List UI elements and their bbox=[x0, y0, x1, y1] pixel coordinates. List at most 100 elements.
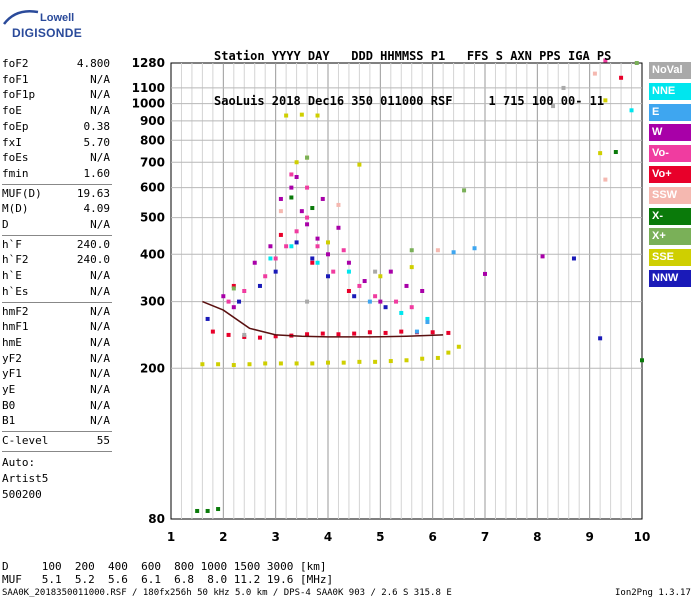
data-point-vominus bbox=[242, 289, 247, 293]
data-point-vominus bbox=[331, 269, 336, 274]
param-row: yF1 N/A bbox=[2, 367, 110, 382]
y-tick-label: 200 bbox=[140, 361, 165, 375]
data-point-sse bbox=[200, 362, 205, 367]
data-point-voplus bbox=[210, 329, 215, 334]
data-point-voplus bbox=[305, 332, 310, 337]
x-tick-label: 10 bbox=[634, 530, 651, 544]
data-point-vominus bbox=[284, 244, 289, 249]
param-name: yF2 bbox=[2, 351, 22, 365]
param-name: yF1 bbox=[2, 367, 22, 381]
y-tick-label: 400 bbox=[140, 247, 165, 261]
y-tick-label: 800 bbox=[140, 133, 165, 147]
param-name: foF1 bbox=[2, 72, 29, 86]
y-tick-label: 1100 bbox=[132, 81, 165, 95]
y-tick-label: 300 bbox=[140, 295, 165, 309]
legend-item-e: E bbox=[649, 103, 691, 121]
legend-item-nnw: NNW bbox=[649, 270, 691, 287]
data-point-nne bbox=[629, 108, 634, 113]
data-point-vominus bbox=[603, 58, 608, 63]
param-value: 55 bbox=[96, 434, 110, 448]
data-point-sse bbox=[247, 362, 252, 367]
data-point-nnw bbox=[571, 256, 576, 261]
data-point-xminus bbox=[289, 195, 294, 200]
data-point-xplus bbox=[305, 155, 310, 160]
data-point-nnw bbox=[383, 305, 388, 310]
param-name: MUF(D) bbox=[2, 186, 42, 200]
param-value: N/A bbox=[90, 284, 110, 298]
param-row: C-level 55 bbox=[2, 434, 110, 449]
data-point-voplus bbox=[367, 330, 372, 335]
data-point-xplus bbox=[462, 188, 467, 193]
param-row: hmE N/A bbox=[2, 336, 110, 351]
header-field-names: Station YYYY DAY DDD HHMMSS P1 FFS S AXN… bbox=[214, 49, 612, 63]
data-point-sse bbox=[598, 151, 603, 156]
x-tick-label: 5 bbox=[376, 530, 384, 544]
logo-product: DIGISONDE bbox=[12, 26, 83, 40]
data-point-xminus bbox=[613, 150, 618, 155]
param-name: hmE bbox=[2, 335, 22, 349]
data-point-nne bbox=[425, 316, 430, 321]
data-point-e bbox=[414, 329, 419, 334]
param-value: N/A bbox=[90, 72, 110, 86]
data-point-voplus bbox=[310, 260, 315, 265]
param-value: 19.63 bbox=[76, 186, 110, 200]
data-point-sse bbox=[446, 350, 451, 355]
data-point-ssw bbox=[435, 248, 440, 253]
autoscaling-label: Auto: bbox=[2, 455, 36, 469]
separator bbox=[2, 301, 112, 303]
data-point-sse bbox=[420, 356, 425, 361]
data-point-sse bbox=[435, 355, 440, 360]
separator bbox=[2, 234, 112, 236]
data-point-nnw bbox=[273, 269, 278, 274]
y-tick-label: 1280 bbox=[132, 56, 165, 70]
param-row: D N/A bbox=[2, 218, 110, 233]
data-point-nnw bbox=[598, 336, 603, 341]
param-value: 0.38 bbox=[83, 119, 111, 133]
param-name: B0 bbox=[2, 398, 16, 412]
data-point-noval bbox=[561, 85, 566, 90]
data-point-xminus bbox=[310, 206, 315, 211]
data-point-vominus bbox=[357, 283, 362, 288]
y-tick-label: 80 bbox=[148, 512, 165, 526]
data-point-e bbox=[425, 320, 430, 325]
data-point-sse bbox=[294, 160, 299, 165]
param-name: B1 bbox=[2, 414, 16, 428]
data-point-nne bbox=[315, 260, 320, 265]
param-value: 240.0 bbox=[76, 253, 110, 267]
data-point-vominus bbox=[273, 256, 278, 261]
data-point-vominus bbox=[394, 299, 399, 304]
x-tick-label: 9 bbox=[585, 530, 593, 544]
data-point-nnw bbox=[352, 294, 357, 299]
legend-item-nne: NNE bbox=[649, 82, 691, 100]
data-point-sse bbox=[315, 113, 320, 118]
legend-item-xminus: X- bbox=[649, 207, 691, 225]
data-point-w bbox=[305, 222, 310, 227]
data-point-sse bbox=[373, 359, 378, 364]
x-tick-label: 2 bbox=[219, 530, 227, 544]
data-point-voplus bbox=[446, 330, 451, 335]
param-name: foE bbox=[2, 104, 22, 118]
data-point-sse bbox=[388, 359, 393, 364]
param-name: hmF1 bbox=[2, 320, 29, 334]
param-name: foEs bbox=[2, 151, 29, 165]
param-value: N/A bbox=[90, 383, 110, 396]
data-point-voplus bbox=[278, 232, 283, 237]
data-point-vominus bbox=[294, 229, 299, 234]
legend-item-sse: SSE bbox=[649, 249, 691, 267]
y-tick-label: 600 bbox=[140, 181, 165, 195]
param-row: fxI 5.70 bbox=[2, 136, 110, 151]
logo-swoosh-icon bbox=[3, 10, 39, 25]
data-point-vominus bbox=[409, 305, 414, 310]
param-row: foE N/A bbox=[2, 104, 110, 119]
param-value: N/A bbox=[90, 414, 110, 428]
data-point-voplus bbox=[231, 283, 236, 288]
param-value: N/A bbox=[90, 351, 110, 365]
data-point-sse bbox=[326, 360, 330, 365]
legend-item-voplus: Vo+ bbox=[649, 166, 691, 183]
data-point-xminus bbox=[205, 508, 210, 513]
digisonde-logo: Lowell DIGISONDE bbox=[2, 4, 82, 44]
data-point-voplus bbox=[320, 331, 325, 336]
param-value: N/A bbox=[90, 398, 110, 412]
data-point-sse bbox=[310, 361, 315, 366]
